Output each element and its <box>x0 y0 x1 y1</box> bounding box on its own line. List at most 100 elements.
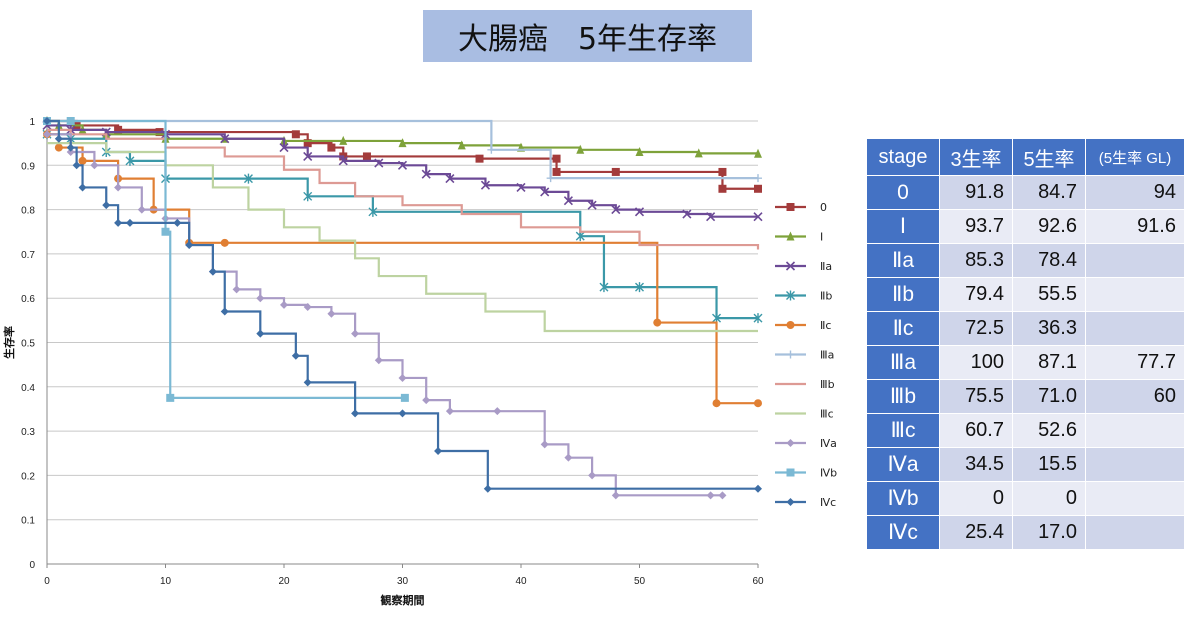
cell-5yr-gl <box>1085 515 1185 550</box>
data-point <box>445 174 455 184</box>
cell-3yr: 93.7 <box>939 209 1013 244</box>
legend-label: Ⅱc <box>820 319 831 332</box>
page-title: 大腸癌 5年生存率 <box>457 22 718 57</box>
data-point <box>400 393 409 402</box>
data-point <box>480 180 491 190</box>
data-point <box>753 313 763 324</box>
data-point <box>208 267 217 276</box>
data-point <box>587 200 597 210</box>
table-row: Ⅰ 93.7 92.6 91.6 <box>866 209 1185 244</box>
data-point <box>303 139 312 148</box>
data-point <box>256 329 265 338</box>
legend-label: Ⅲc <box>820 408 834 421</box>
data-point <box>398 373 407 382</box>
data-point <box>540 187 550 197</box>
data-point <box>368 206 378 217</box>
data-point <box>220 134 230 144</box>
legend-marker <box>786 290 795 301</box>
data-point <box>327 143 336 152</box>
data-point <box>166 393 175 402</box>
data-point <box>718 167 727 176</box>
data-point <box>475 154 484 163</box>
data-point <box>754 399 762 408</box>
y-tick-label: 0 <box>29 560 35 571</box>
cell-5yr-gl <box>1085 311 1185 346</box>
cell-stage: Ⅲa <box>866 345 940 380</box>
data-point <box>220 307 229 316</box>
legend-marker <box>786 498 795 506</box>
data-point <box>457 140 466 150</box>
series-3 <box>42 129 763 324</box>
table-row: Ⅱc 72.5 36.3 <box>866 311 1185 346</box>
data-point <box>256 294 265 303</box>
data-point <box>493 407 502 416</box>
data-point <box>753 212 763 222</box>
cell-stage: 0 <box>866 175 940 210</box>
table-row: 0 91.8 84.7 94 <box>866 175 1185 210</box>
data-point <box>546 174 555 183</box>
data-point <box>576 144 585 154</box>
data-point <box>78 156 87 165</box>
data-point <box>185 241 194 250</box>
cell-5yr: 87.1 <box>1012 345 1086 380</box>
survival-table: stage 3生率 5生率 (5生率 GL) 0 91.8 84.7 94 Ⅰ 93.7 9… <box>866 138 1185 550</box>
legend-marker <box>786 203 795 211</box>
cell-5yr-gl <box>1085 481 1185 516</box>
data-point <box>351 329 360 338</box>
y-tick-label: 0.6 <box>21 294 35 305</box>
cell-5yr-gl: 77.7 <box>1085 345 1185 380</box>
legend-label: Ⅳb <box>820 467 837 480</box>
cell-5yr: 36.3 <box>1012 311 1086 346</box>
y-tick-label: 0.9 <box>21 161 35 172</box>
x-tick-label: 20 <box>278 576 290 587</box>
data-point <box>718 491 727 500</box>
y-tick-label: 0.7 <box>21 250 35 261</box>
cell-5yr: 84.7 <box>1012 175 1086 210</box>
cell-stage: Ⅱb <box>866 277 940 312</box>
legend-marker <box>786 231 795 241</box>
cell-3yr: 34.5 <box>939 447 1013 482</box>
data-point <box>114 218 123 227</box>
legend-label: 0 <box>820 201 827 214</box>
data-point <box>398 138 407 148</box>
data-point <box>682 209 692 219</box>
data-point <box>243 173 253 184</box>
x-tick-label: 50 <box>634 576 646 587</box>
cell-5yr: 78.4 <box>1012 243 1086 278</box>
data-point <box>232 285 241 294</box>
data-point <box>552 167 561 176</box>
series-0 <box>43 117 762 193</box>
series-2 <box>42 120 763 222</box>
cell-3yr: 25.4 <box>939 515 1013 550</box>
data-point <box>516 182 526 193</box>
series-line <box>47 133 723 497</box>
cell-stage: Ⅰ <box>866 209 940 244</box>
data-point <box>445 407 454 416</box>
series-line <box>47 119 760 155</box>
survival-chart: 00.10.20.30.40.50.60.70.80.910 10 20 30 40 50… <box>2 116 837 607</box>
cell-5yr-gl <box>1085 413 1185 448</box>
data-point <box>125 155 135 166</box>
cell-3yr: 100 <box>939 345 1013 380</box>
cell-5yr-gl: 91.6 <box>1085 209 1185 244</box>
data-point <box>635 147 644 157</box>
data-point <box>552 154 561 163</box>
data-point <box>102 201 111 210</box>
cell-5yr: 92.6 <box>1012 209 1086 244</box>
data-point <box>718 184 727 193</box>
data-point <box>563 196 573 206</box>
title-box: 大腸癌 5年生存率 <box>423 10 752 62</box>
table-row: Ⅳa 34.5 15.5 <box>866 447 1185 482</box>
data-point <box>43 117 51 125</box>
cell-3yr: 79.4 <box>939 277 1013 312</box>
data-point <box>327 309 336 318</box>
series-line <box>47 133 758 320</box>
data-point <box>421 169 431 179</box>
data-point <box>754 174 762 183</box>
data-point <box>611 167 620 176</box>
data-point <box>487 145 496 154</box>
data-point <box>66 143 75 152</box>
data-point <box>125 218 134 227</box>
cell-3yr: 72.5 <box>939 311 1013 346</box>
data-point <box>434 447 443 456</box>
